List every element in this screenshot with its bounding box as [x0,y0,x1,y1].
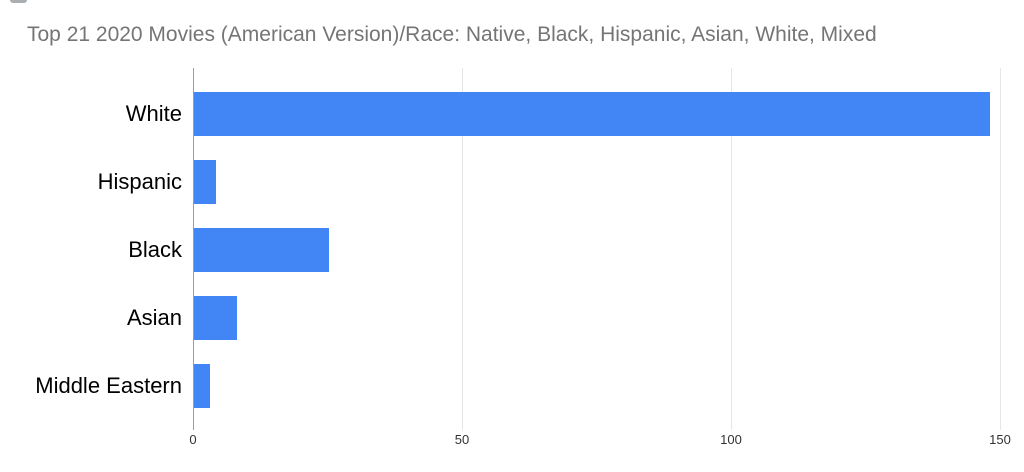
x-tick-label: 100 [720,432,742,447]
category-label: Middle Eastern [35,373,182,398]
screenshot-crop-artifact [10,0,27,3]
category-label: Hispanic [97,169,182,194]
x-tick-label: 0 [189,432,197,447]
bar-asian [194,296,238,340]
chart-title: Top 21 2020 Movies (American Version)/Ra… [27,23,877,46]
gridline [730,68,732,430]
bar-white [194,92,991,136]
bar-middle-eastern [194,364,211,408]
x-tick-label: 150 [989,432,1011,447]
x-tick-label: 50 [454,432,470,447]
gridline [999,68,1001,430]
category-label: Asian [126,305,182,330]
bar-hispanic [194,160,216,204]
axis-baseline [192,68,194,430]
bar-black [194,228,329,272]
category-label: Black [128,237,182,262]
gridline [461,68,463,430]
category-label: White [125,101,182,126]
